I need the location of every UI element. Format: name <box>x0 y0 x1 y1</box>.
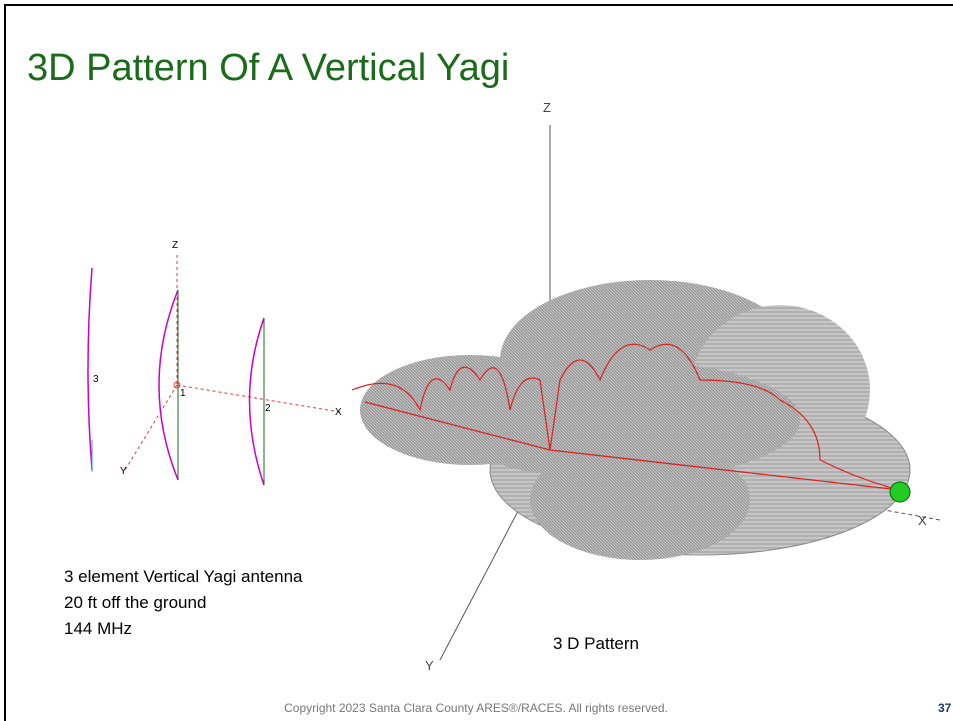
axis-label: Y <box>120 466 127 477</box>
pattern-3d: Z X Y <box>352 100 940 673</box>
element-label: 2 <box>265 403 271 414</box>
pattern-caption: 3 D Pattern <box>553 634 639 653</box>
page-number: 37 <box>938 701 952 715</box>
element-label: 3 <box>93 374 99 385</box>
axis-label: X <box>918 513 927 528</box>
footer: Copyright 2023 Santa Clara County ARES®/… <box>284 701 668 715</box>
axis-label: Z <box>172 240 178 251</box>
slide: 3D Pattern Of A Vertical Yagi 1 2 3 Z X … <box>0 0 953 721</box>
description-line: 3 element Vertical Yagi antenna <box>64 567 303 586</box>
description-line: 144 MHz <box>64 619 132 638</box>
axis-label: Z <box>543 100 551 115</box>
antenna-diagram: 1 2 3 Z X Y <box>88 240 342 485</box>
axis-label: Y <box>425 658 434 673</box>
element-label: 1 <box>180 388 186 399</box>
description-line: 20 ft off the ground <box>64 593 206 612</box>
axis-label: X <box>335 407 342 418</box>
title: 3D Pattern Of A Vertical Yagi <box>27 47 509 89</box>
